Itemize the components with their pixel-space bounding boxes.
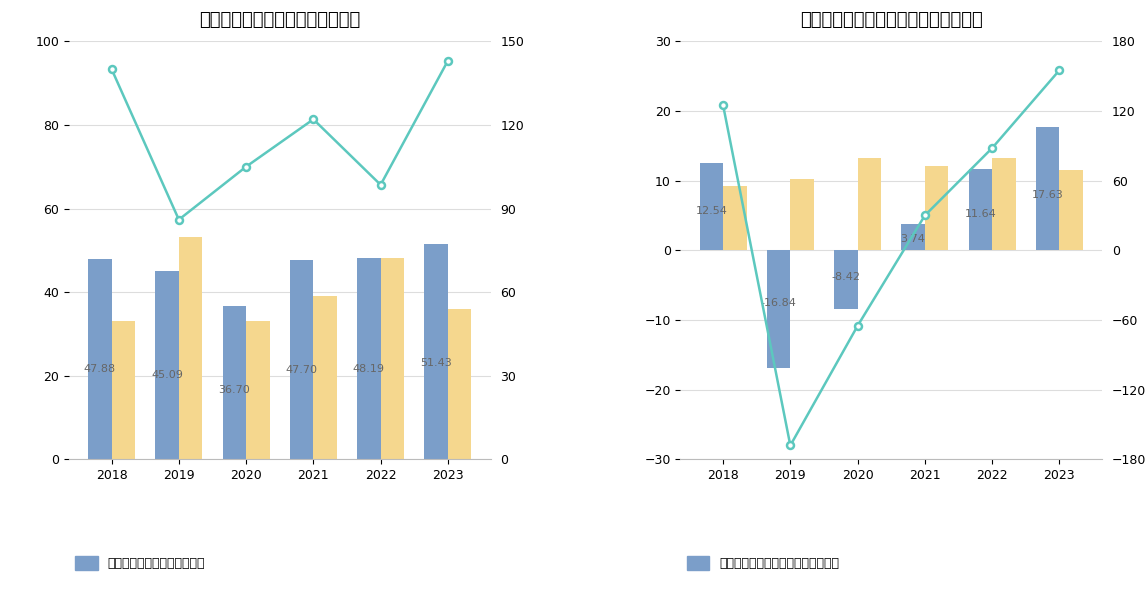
Text: 47.70: 47.70 bbox=[286, 365, 318, 375]
Bar bbox=[246, 322, 270, 459]
Text: 45.09: 45.09 bbox=[152, 369, 183, 379]
Bar bbox=[425, 244, 448, 459]
Bar bbox=[858, 158, 882, 250]
Bar bbox=[790, 178, 814, 250]
Bar bbox=[699, 163, 723, 250]
Bar bbox=[723, 186, 746, 250]
Text: 48.19: 48.19 bbox=[352, 364, 385, 374]
Bar bbox=[313, 296, 336, 459]
Text: 17.63: 17.63 bbox=[1032, 190, 1063, 200]
Bar bbox=[88, 259, 111, 459]
Bar bbox=[969, 169, 992, 250]
Bar bbox=[767, 250, 790, 368]
Bar bbox=[111, 322, 135, 459]
Text: -8.42: -8.42 bbox=[831, 272, 860, 282]
Title: 历年经营现金流净额、归母净利润情况: 历年经营现金流净额、归母净利润情况 bbox=[800, 11, 983, 28]
Bar bbox=[223, 306, 246, 459]
Bar bbox=[179, 237, 202, 459]
Bar bbox=[381, 258, 404, 459]
Text: 3.74: 3.74 bbox=[901, 234, 925, 244]
Bar bbox=[992, 158, 1016, 250]
Text: 51.43: 51.43 bbox=[420, 358, 452, 368]
Text: 36.70: 36.70 bbox=[218, 385, 250, 395]
Text: 47.88: 47.88 bbox=[84, 365, 116, 375]
Bar bbox=[289, 260, 313, 459]
Bar bbox=[357, 258, 381, 459]
Bar bbox=[925, 166, 948, 250]
Text: -16.84: -16.84 bbox=[761, 298, 797, 308]
Title: 历年经营现金流入、营业收入情况: 历年经营现金流入、营业收入情况 bbox=[199, 11, 360, 28]
Bar bbox=[448, 309, 472, 459]
Text: 12.54: 12.54 bbox=[696, 206, 727, 216]
Bar bbox=[1035, 127, 1060, 250]
Bar bbox=[1060, 170, 1083, 250]
Bar bbox=[835, 250, 858, 309]
Bar bbox=[155, 271, 179, 459]
Text: 11.64: 11.64 bbox=[964, 209, 996, 219]
Bar bbox=[901, 224, 925, 250]
